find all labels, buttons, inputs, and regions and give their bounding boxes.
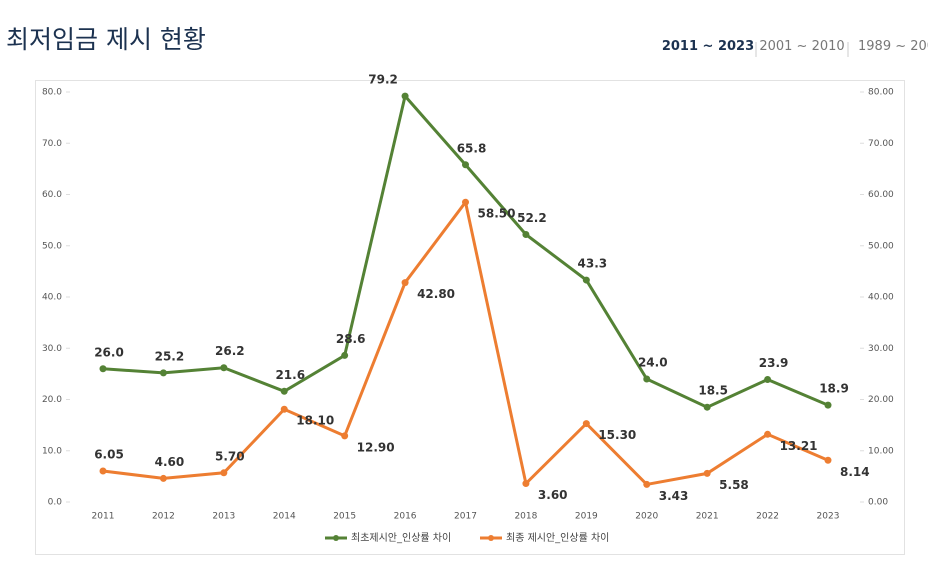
y-tick-label: 40.0 bbox=[42, 293, 62, 303]
y-tick-label: 10.0 bbox=[42, 446, 62, 456]
y-tick-label: 50.0 bbox=[42, 241, 62, 251]
x-tick-label: 2014 bbox=[273, 512, 296, 522]
data-label: 15.30 bbox=[598, 428, 636, 442]
y2-tick-label: 10.00 bbox=[868, 446, 894, 456]
x-tick-label: 2017 bbox=[454, 512, 477, 522]
data-point bbox=[582, 276, 590, 284]
data-label: 23.9 bbox=[759, 356, 789, 370]
data-point bbox=[522, 230, 530, 238]
data-point bbox=[401, 279, 409, 287]
data-label: 4.60 bbox=[155, 455, 185, 469]
tab[interactable]: 1989 ~ 2000 bbox=[858, 39, 928, 54]
data-point bbox=[99, 365, 107, 373]
data-label: 18.10 bbox=[296, 414, 334, 428]
data-point bbox=[643, 375, 651, 383]
data-label: 52.2 bbox=[517, 211, 547, 225]
tab[interactable]: 2011 ~ 2023 bbox=[662, 39, 754, 54]
y-tick-label: 80.0 bbox=[42, 88, 62, 98]
data-point bbox=[341, 351, 349, 359]
y-tick-label: 0.0 bbox=[48, 498, 63, 508]
data-point bbox=[824, 456, 832, 464]
data-label: 6.05 bbox=[94, 447, 124, 461]
y2-tick-label: 70.00 bbox=[868, 139, 894, 149]
data-point bbox=[220, 364, 228, 372]
data-label: 8.14 bbox=[840, 465, 870, 479]
data-label: 3.60 bbox=[538, 488, 568, 502]
y2-tick-label: 0.00 bbox=[868, 498, 888, 508]
data-point bbox=[280, 387, 288, 395]
y-tick-label: 70.0 bbox=[42, 139, 62, 149]
data-label: 58.50 bbox=[478, 207, 516, 221]
y2-tick-label: 50.00 bbox=[868, 241, 894, 251]
data-label: 42.80 bbox=[417, 287, 455, 301]
data-label: 18.5 bbox=[698, 384, 728, 398]
legend-marker bbox=[488, 535, 494, 541]
x-tick-label: 2020 bbox=[635, 512, 658, 522]
legend-label: 최종 제시안_인상률 차이 bbox=[506, 532, 609, 544]
data-point bbox=[220, 469, 228, 477]
data-label: 13.21 bbox=[780, 439, 818, 453]
data-point bbox=[159, 474, 167, 482]
y-tick-label: 60.0 bbox=[42, 190, 62, 200]
data-point bbox=[582, 420, 590, 428]
data-point bbox=[99, 467, 107, 475]
x-tick-label: 2015 bbox=[333, 512, 356, 522]
data-label: 28.6 bbox=[336, 332, 366, 346]
x-tick-label: 2013 bbox=[212, 512, 235, 522]
data-point bbox=[280, 405, 288, 413]
data-point bbox=[159, 369, 167, 377]
x-tick-label: 2019 bbox=[575, 512, 598, 522]
data-label: 43.3 bbox=[578, 257, 608, 271]
data-point bbox=[824, 401, 832, 409]
y-tick-label: 20.0 bbox=[42, 395, 62, 405]
data-point bbox=[462, 198, 469, 206]
data-label: 5.58 bbox=[719, 478, 749, 492]
data-point bbox=[703, 469, 711, 477]
legend-label: 최초제시안_인상률 차이 bbox=[351, 532, 451, 544]
legend-marker bbox=[333, 535, 339, 541]
y2-tick-label: 80.00 bbox=[868, 88, 894, 98]
data-label: 18.9 bbox=[819, 382, 849, 396]
data-label: 26.0 bbox=[94, 345, 124, 359]
y2-tick-label: 20.00 bbox=[868, 395, 894, 405]
data-label: 24.0 bbox=[638, 356, 668, 370]
data-point bbox=[764, 376, 772, 384]
data-point bbox=[462, 161, 469, 169]
data-point bbox=[764, 430, 772, 438]
y2-tick-label: 30.00 bbox=[868, 344, 894, 354]
data-label: 26.2 bbox=[215, 344, 245, 358]
data-label: 12.90 bbox=[357, 440, 395, 454]
chart-panel bbox=[35, 80, 905, 555]
x-tick-label: 2016 bbox=[394, 512, 417, 522]
x-tick-label: 2021 bbox=[696, 512, 719, 522]
data-point bbox=[522, 480, 530, 488]
x-tick-label: 2022 bbox=[756, 512, 779, 522]
data-label: 65.8 bbox=[457, 141, 487, 155]
data-label: 3.43 bbox=[659, 489, 689, 503]
x-tick-label: 2012 bbox=[152, 512, 175, 522]
y2-tick-label: 40.00 bbox=[868, 293, 894, 303]
data-label: 79.2 bbox=[368, 73, 398, 87]
y-tick-label: 30.0 bbox=[42, 344, 62, 354]
x-tick-label: 2011 bbox=[92, 512, 115, 522]
data-label: 5.70 bbox=[215, 449, 245, 463]
data-point bbox=[401, 92, 409, 100]
x-tick-label: 2018 bbox=[514, 512, 537, 522]
data-point bbox=[643, 480, 651, 488]
data-point bbox=[703, 403, 711, 411]
data-label: 25.2 bbox=[155, 349, 185, 363]
data-point bbox=[341, 432, 349, 440]
tab[interactable]: 2001 ~ 2010 bbox=[759, 39, 844, 54]
data-label: 21.6 bbox=[275, 368, 305, 382]
y2-tick-label: 60.00 bbox=[868, 190, 894, 200]
x-tick-label: 2023 bbox=[817, 512, 840, 522]
page-title: 최저임금 제시 현황 bbox=[6, 25, 206, 54]
